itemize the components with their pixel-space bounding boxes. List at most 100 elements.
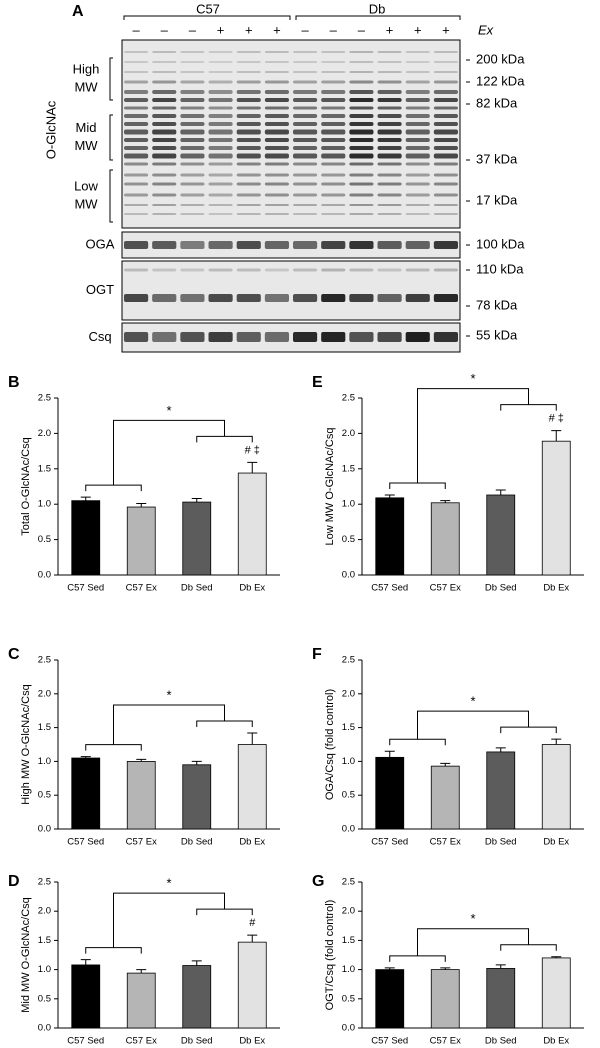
blot-band <box>264 51 289 53</box>
group-label: Db <box>369 1 386 16</box>
blot-band <box>180 204 205 206</box>
significance-label: * <box>166 876 171 891</box>
blot-band <box>208 213 233 215</box>
blot-band <box>405 122 430 126</box>
blot-band <box>152 71 177 73</box>
x-tick-label: C57 Sed <box>67 837 104 848</box>
y-tick-label: 1.0 <box>342 964 355 975</box>
blot-band <box>180 61 205 63</box>
blot-band <box>293 51 318 53</box>
blot-band <box>152 241 177 249</box>
bar <box>126 972 156 1029</box>
significance-bracket <box>417 388 529 483</box>
x-tick-label: Db Sed <box>181 583 213 594</box>
blot-band <box>124 146 149 150</box>
treatment-sign: + <box>414 22 422 37</box>
blot-band <box>208 146 233 150</box>
error-bar <box>551 430 562 442</box>
panel-letter: D <box>8 873 20 890</box>
blot-band <box>180 294 205 302</box>
bar <box>237 472 267 576</box>
blot-band <box>236 182 261 186</box>
blot-band <box>208 268 233 272</box>
bar <box>71 500 101 576</box>
blot-band <box>208 90 233 94</box>
blot-band <box>405 129 430 135</box>
y-tick-label: 0.5 <box>38 993 51 1004</box>
blot-band <box>349 71 374 73</box>
y-axis-label: OGA/Csq (fold control) <box>324 689 336 800</box>
blot-band <box>349 122 374 126</box>
blot-band <box>124 122 149 126</box>
blot-band <box>124 241 149 249</box>
blot-band <box>405 153 430 159</box>
y-tick-label: 0.5 <box>342 790 355 801</box>
treatment-sign: – <box>161 22 169 37</box>
blot-band <box>152 61 177 63</box>
blot-band <box>321 122 346 126</box>
error-bar <box>191 760 202 765</box>
blot-band <box>208 138 233 142</box>
blot-band <box>405 241 430 249</box>
blot-band <box>208 241 233 249</box>
blot-band <box>236 213 261 215</box>
blot-band <box>180 332 205 342</box>
blot-band <box>152 51 177 53</box>
blot-band <box>152 182 177 186</box>
blot-band <box>152 332 177 342</box>
blot-band <box>293 71 318 73</box>
marker-label: 17 kDa <box>476 192 518 207</box>
blot-band <box>405 268 430 272</box>
blot-band <box>321 61 346 63</box>
blot-band <box>433 80 458 84</box>
error-bar <box>247 732 258 745</box>
blot-band <box>152 268 177 272</box>
blot-band <box>405 114 430 118</box>
x-tick-label: C57 Ex <box>126 837 157 848</box>
x-tick-label: C57 Sed <box>371 1036 408 1047</box>
error-bar <box>384 494 395 498</box>
blot-band <box>349 90 374 94</box>
region-label: MW <box>74 79 98 94</box>
blot-band <box>236 61 261 63</box>
blot-band <box>321 182 346 186</box>
blot-band <box>264 173 289 177</box>
panel-letter: A <box>72 3 84 20</box>
blot-band <box>293 61 318 63</box>
blot-band <box>405 51 430 53</box>
error-bar <box>191 498 202 503</box>
y-axis-label: Low MW O-GlcNAc/Csq <box>324 428 336 546</box>
treatment-sign: + <box>442 22 450 37</box>
blot-band <box>321 80 346 84</box>
x-tick-label: Db Sed <box>181 1036 213 1047</box>
blot-band <box>321 268 346 272</box>
blot-band <box>208 61 233 63</box>
blot-band <box>433 332 458 342</box>
error-bar <box>551 956 562 958</box>
error-bar <box>495 747 506 752</box>
blot-band <box>433 204 458 206</box>
blot-band <box>152 162 177 166</box>
blot-band <box>264 213 289 215</box>
blot-band <box>349 138 374 142</box>
blot-band <box>124 204 149 206</box>
y-tick-label: 0.5 <box>38 790 51 801</box>
blot-band <box>264 241 289 249</box>
blot-band <box>180 146 205 150</box>
blot-band <box>180 173 205 177</box>
error-bar <box>80 496 91 501</box>
y-tick-label: 2.0 <box>342 428 355 439</box>
blot-band <box>124 129 149 135</box>
blot-band <box>321 153 346 159</box>
region-label: Mid <box>76 120 97 135</box>
error-bar <box>495 964 506 969</box>
y-tick-label: 2.5 <box>38 877 51 888</box>
blot-band <box>124 182 149 186</box>
blot-band <box>349 129 374 135</box>
blot-band <box>433 90 458 94</box>
blot-band <box>349 162 374 166</box>
error-bar <box>384 967 395 970</box>
error-bar <box>80 756 91 759</box>
blot-band <box>152 80 177 84</box>
group-bracket <box>500 726 557 734</box>
